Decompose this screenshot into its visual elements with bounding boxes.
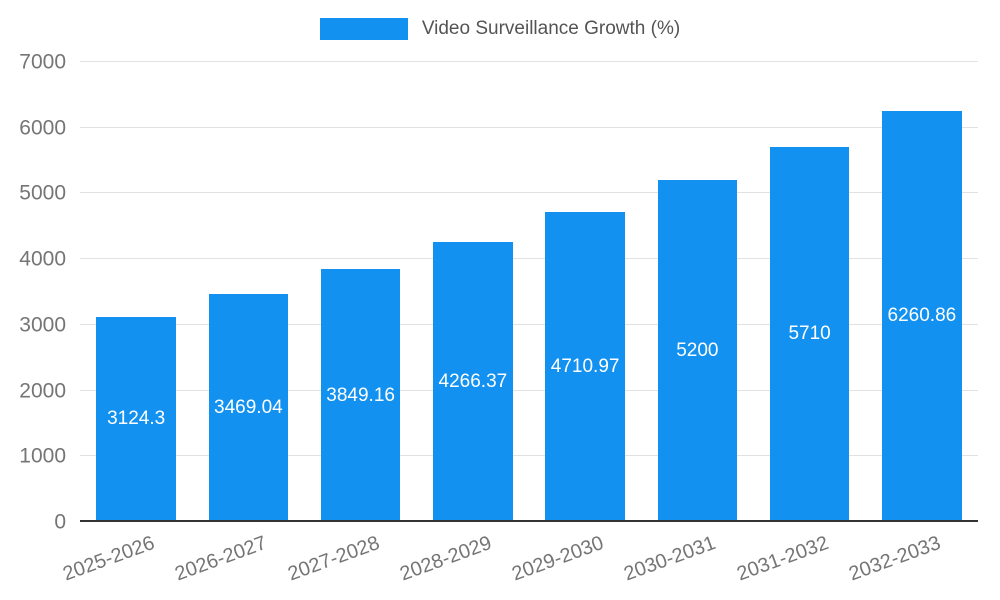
- y-tick-label: 0: [54, 510, 66, 534]
- bar-2027-2028: 3849.16: [320, 269, 401, 522]
- bar-2031-2032: 5710: [769, 146, 850, 522]
- x-axis-line: [80, 520, 978, 522]
- y-tick-label: 7000: [19, 50, 66, 74]
- bar-2025-2026: 3124.3: [96, 316, 176, 522]
- y-tick-label: 1000: [19, 444, 66, 468]
- bar-value-label: 4710.97: [550, 356, 620, 378]
- gridline: [80, 455, 978, 457]
- bar-slot: 5200 2030-2031: [621, 62, 753, 585]
- bar-value-label: 3469.04: [214, 397, 283, 419]
- y-tick-label: 3000: [19, 313, 66, 337]
- bar-value-label: 3849.16: [326, 384, 395, 406]
- bar-slot: 3469.04 2026-2027: [172, 62, 304, 585]
- bar-value-label: 4266.37: [438, 370, 508, 392]
- bar-slot: 5710 2031-2032: [734, 62, 866, 585]
- y-tick-label: 4000: [19, 247, 66, 271]
- bar-value-label: 3124.3: [107, 408, 166, 430]
- y-tick-label: 2000: [19, 379, 66, 403]
- plot-area: 0 1000 2000 3000 4000 5000 6000 7000 3124.3 2025…: [19, 52, 978, 585]
- chart-legend: Video Surveillance Growth (%): [0, 18, 1000, 40]
- bar-slot: 3849.16 2027-2028: [285, 62, 417, 585]
- bar-2029-2030: 4710.97: [545, 212, 625, 522]
- y-tick-label: 5000: [19, 181, 66, 205]
- gridline: [80, 192, 978, 194]
- bar-slot: 4266.37 2028-2029: [397, 62, 529, 585]
- gridline: [80, 126, 978, 128]
- legend-label: Video Surveillance Growth (%): [421, 18, 681, 39]
- bar-2026-2027: 3469.04: [208, 294, 289, 522]
- bar-slot: 4710.97 2029-2030: [509, 62, 641, 585]
- bar-slot: 6260.86 2032-2033: [846, 62, 978, 585]
- y-tick-label: 6000: [19, 116, 66, 140]
- bar-2030-2031: 5200: [657, 180, 738, 522]
- gridline: [80, 323, 978, 325]
- bar-value-label: 5200: [676, 340, 719, 362]
- bar-2032-2033: 6260.86: [882, 110, 962, 522]
- bars-layer: 3124.3 2025-2026 3469.04 2026-2027 3849.16 20…: [60, 62, 978, 585]
- gridline: [80, 258, 978, 260]
- bar-value-label: 6260.86: [887, 305, 957, 327]
- bar-value-label: 5710: [788, 323, 831, 345]
- gridline: [80, 389, 978, 391]
- legend-swatch: [319, 18, 408, 40]
- gridline: [80, 61, 978, 62]
- bar-2028-2029: 4266.37: [433, 241, 513, 522]
- bar-slot: 3124.3 2025-2026: [60, 62, 192, 585]
